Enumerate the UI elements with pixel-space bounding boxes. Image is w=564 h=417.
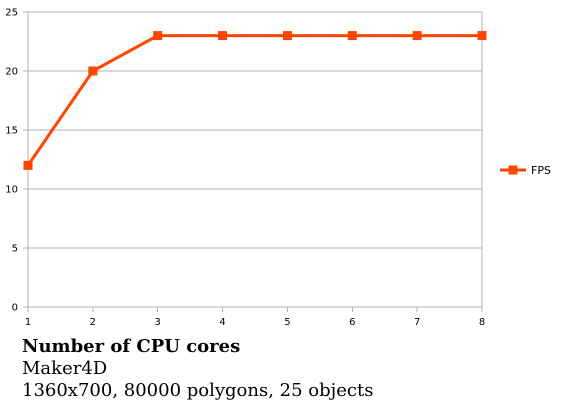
y-tick-label-5: 5 — [12, 244, 18, 255]
data-point-2 — [88, 66, 98, 76]
grid-lines — [28, 11, 482, 308]
y-tick-label-20: 20 — [5, 67, 18, 78]
y-tick-label-25: 25 — [5, 8, 18, 19]
caption-app-name: Maker4D — [22, 358, 108, 379]
x-tick-label-6: 6 — [349, 317, 355, 328]
y-tick-label-0: 0 — [12, 303, 18, 314]
caption-test-params: 1360x700, 80000 polygons, 25 objects — [22, 380, 374, 401]
x-tick-label-5: 5 — [284, 317, 290, 328]
x-tick-label-8: 8 — [479, 317, 485, 328]
data-point-8 — [477, 31, 487, 41]
legend-label-0: FPS — [531, 164, 551, 177]
data-point-4 — [218, 31, 228, 41]
data-point-6 — [347, 31, 357, 41]
fps-line-chart: 0 5 10 15 20 25 1 2 3 4 5 6 7 8 FPS — [5, 8, 551, 329]
x-tick-label-1: 1 — [25, 317, 31, 328]
data-point-1 — [23, 160, 33, 170]
x-tick-label-3: 3 — [155, 317, 161, 328]
legend-marker-0 — [508, 165, 518, 175]
x-tick-labels: 1 2 3 4 5 6 7 8 — [25, 317, 485, 328]
y-tick-label-15: 15 — [5, 126, 18, 137]
x-tick-label-2: 2 — [90, 317, 96, 328]
data-point-5 — [282, 31, 292, 41]
y-tick-label-10: 10 — [5, 185, 18, 196]
x-tick-label-4: 4 — [219, 317, 225, 328]
data-point-3 — [153, 31, 163, 41]
x-axis-caption-title: Number of CPU cores — [22, 336, 241, 357]
x-tick-label-7: 7 — [414, 317, 420, 328]
y-tick-labels: 0 5 10 15 20 25 — [5, 8, 18, 314]
data-point-7 — [412, 31, 422, 41]
axes — [23, 11, 483, 312]
series-line-0 — [26, 34, 482, 167]
legend: FPS — [500, 164, 551, 177]
series-fps — [23, 31, 487, 170]
